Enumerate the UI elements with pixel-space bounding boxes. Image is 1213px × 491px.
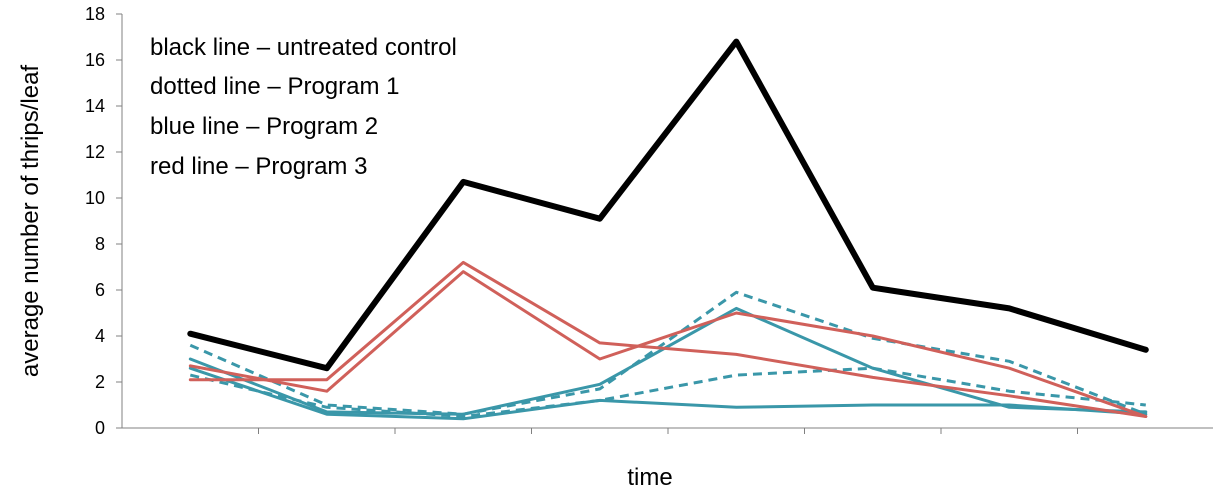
y-tick-label: 16: [85, 50, 105, 70]
y-tick-label: 8: [95, 234, 105, 254]
y-tick-label: 14: [85, 96, 105, 116]
annotation-program-3: red line – Program 3: [150, 153, 367, 180]
series-line-1: [189, 290, 1147, 416]
y-axis-title: average number of thrips/leaf: [17, 65, 44, 378]
series-line-3: [188, 306, 1148, 416]
x-axis-title: time: [627, 464, 672, 491]
series-line-6: [188, 270, 1148, 418]
y-tick-label: 2: [95, 372, 105, 392]
annotation-program-2: blue line – Program 2: [150, 113, 378, 140]
annotation-program-1: dotted line – Program 1: [150, 73, 399, 100]
y-tick-label: 18: [85, 4, 105, 24]
y-tick-label: 4: [95, 326, 105, 346]
y-tick-label: 0: [95, 418, 105, 438]
annotation-untreated-control: black line – untreated control: [150, 34, 457, 61]
y-tick-labels: 0 2 4 6 8 10 12 14 16 18: [85, 4, 105, 438]
series-line-0: [187, 38, 1149, 372]
series-lines: [187, 38, 1149, 421]
y-tick-label: 6: [95, 280, 105, 300]
y-tick-label: 12: [85, 142, 105, 162]
series-line-4: [188, 366, 1148, 421]
legend-annotations: black line – untreated control dotted li…: [150, 34, 457, 180]
tick-marks: [116, 13, 1078, 434]
y-tick-label: 10: [85, 188, 105, 208]
series-line-5: [188, 260, 1148, 418]
series-line-2: [189, 366, 1146, 418]
